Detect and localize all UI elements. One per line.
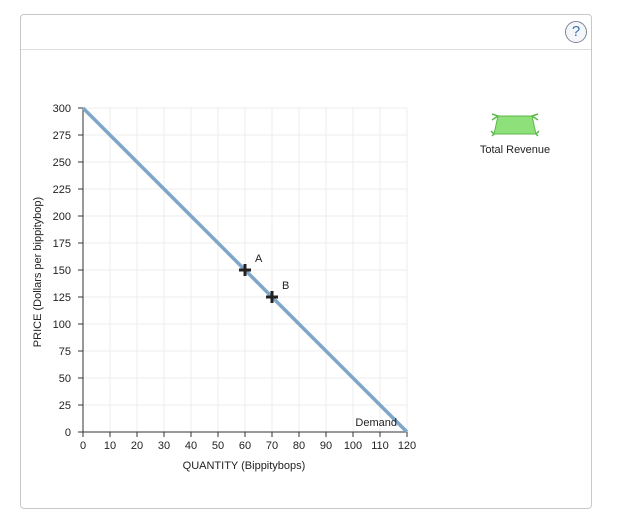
panel-header: ? (21, 15, 591, 50)
x-tick-label-4: 40 (185, 440, 197, 452)
x-tick-label-7: 70 (266, 440, 278, 452)
x-tick-label-9: 90 (320, 440, 332, 452)
legend-total-revenue-label: Total Revenue (479, 144, 551, 156)
y-tick-label-8: 200 (53, 211, 71, 223)
trapezoid-tool-icon[interactable] (490, 112, 540, 138)
chart-ticks: 0 10 20 30 40 50 60 70 80 90 100 110 120 0 25 50 75 100 12… (53, 103, 417, 452)
x-tick-label-6: 60 (239, 440, 251, 452)
y-tick-label-2: 50 (59, 373, 71, 385)
x-tick-label-2: 20 (131, 440, 143, 452)
y-tick-label-0: 0 (65, 427, 71, 439)
series-label-demand: Demand (355, 417, 397, 429)
point-a[interactable]: A (239, 253, 263, 276)
graph-panel: ? (20, 14, 592, 509)
x-tick-label-3: 30 (158, 440, 170, 452)
y-tick-label-4: 100 (53, 319, 71, 331)
y-tick-label-5: 125 (53, 292, 71, 304)
x-tick-label-0: 0 (80, 440, 86, 452)
y-tick-label-10: 250 (53, 157, 71, 169)
chart-points: AB (239, 253, 289, 303)
x-axis-label: QUANTITY (Bippitybops) (183, 460, 306, 472)
x-tick-label-5: 50 (212, 440, 224, 452)
chart-grid (82, 107, 408, 433)
y-tick-label-6: 150 (53, 265, 71, 277)
y-tick-label-9: 225 (53, 184, 71, 196)
y-tick-label-11: 275 (53, 130, 71, 142)
x-tick-label-12: 120 (398, 440, 416, 452)
y-tick-label-12: 300 (53, 103, 71, 115)
help-button[interactable]: ? (565, 21, 587, 43)
point-label-b: B (282, 280, 289, 292)
legend: Total Revenue (460, 112, 570, 156)
x-tick-label-11: 110 (371, 440, 389, 452)
y-tick-label-7: 175 (53, 238, 71, 250)
point-label-a: A (255, 253, 263, 265)
y-tick-label-1: 25 (59, 400, 71, 412)
point-b[interactable]: B (266, 280, 289, 303)
y-tick-label-3: 75 (59, 346, 71, 358)
x-tick-label-8: 80 (293, 440, 305, 452)
x-tick-label-10: 100 (344, 440, 362, 452)
x-tick-label-1: 10 (104, 440, 116, 452)
y-axis-label: PRICE (Dollars per bippitybop) (32, 197, 44, 347)
